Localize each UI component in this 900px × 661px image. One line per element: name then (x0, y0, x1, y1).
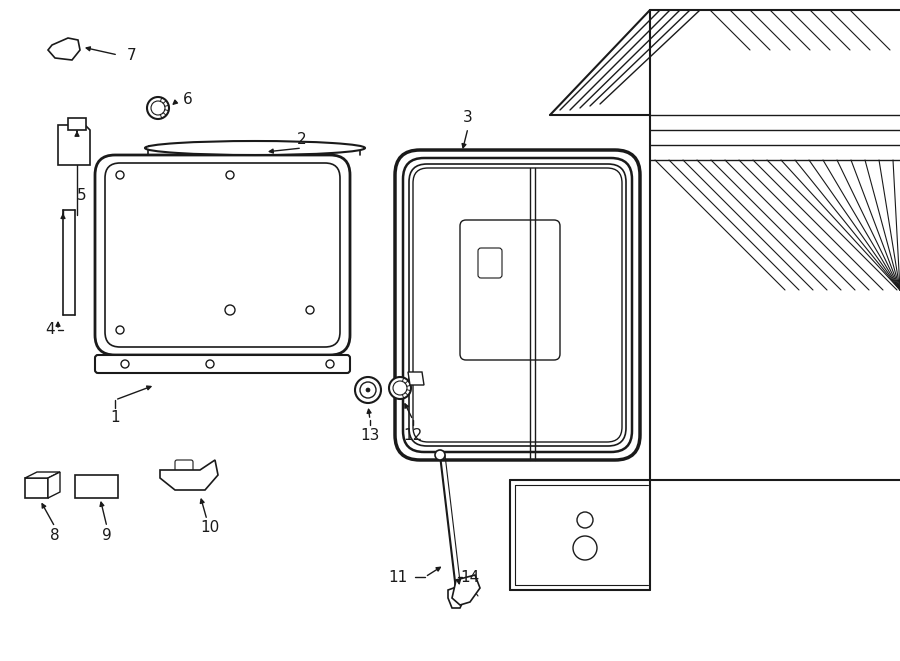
Text: 9: 9 (102, 529, 112, 543)
Circle shape (306, 306, 314, 314)
Circle shape (73, 120, 81, 128)
Polygon shape (160, 460, 218, 490)
Text: 10: 10 (201, 520, 220, 535)
Circle shape (577, 512, 593, 528)
Circle shape (389, 377, 411, 399)
Polygon shape (25, 478, 48, 498)
Circle shape (225, 305, 235, 315)
Circle shape (206, 360, 214, 368)
Circle shape (326, 360, 334, 368)
Text: 2: 2 (297, 132, 307, 147)
Text: 14: 14 (461, 570, 480, 584)
Circle shape (573, 536, 597, 560)
Text: 8: 8 (50, 529, 59, 543)
Circle shape (116, 326, 124, 334)
Polygon shape (48, 472, 60, 498)
Text: 7: 7 (127, 48, 137, 63)
Text: 11: 11 (389, 570, 408, 584)
Polygon shape (25, 472, 60, 478)
FancyBboxPatch shape (95, 355, 350, 373)
Text: 1: 1 (110, 410, 120, 426)
Circle shape (355, 377, 381, 403)
Circle shape (366, 388, 370, 392)
Text: 4: 4 (45, 323, 55, 338)
Polygon shape (68, 118, 86, 130)
Circle shape (435, 450, 445, 460)
FancyBboxPatch shape (95, 155, 350, 355)
Circle shape (147, 97, 169, 119)
Circle shape (121, 360, 129, 368)
Circle shape (360, 382, 376, 398)
Polygon shape (48, 38, 80, 60)
Circle shape (69, 142, 79, 152)
Text: 5: 5 (77, 188, 86, 202)
Text: 3: 3 (464, 110, 472, 126)
Polygon shape (75, 475, 118, 498)
Polygon shape (452, 575, 480, 605)
Text: 6: 6 (183, 93, 193, 108)
Polygon shape (58, 125, 90, 165)
Text: 13: 13 (360, 428, 380, 442)
Ellipse shape (145, 141, 365, 155)
Polygon shape (408, 372, 424, 385)
Circle shape (151, 101, 165, 115)
Circle shape (116, 171, 124, 179)
Circle shape (226, 171, 234, 179)
FancyBboxPatch shape (395, 150, 640, 460)
Circle shape (393, 381, 407, 395)
Text: 12: 12 (403, 428, 423, 442)
Polygon shape (448, 585, 466, 608)
